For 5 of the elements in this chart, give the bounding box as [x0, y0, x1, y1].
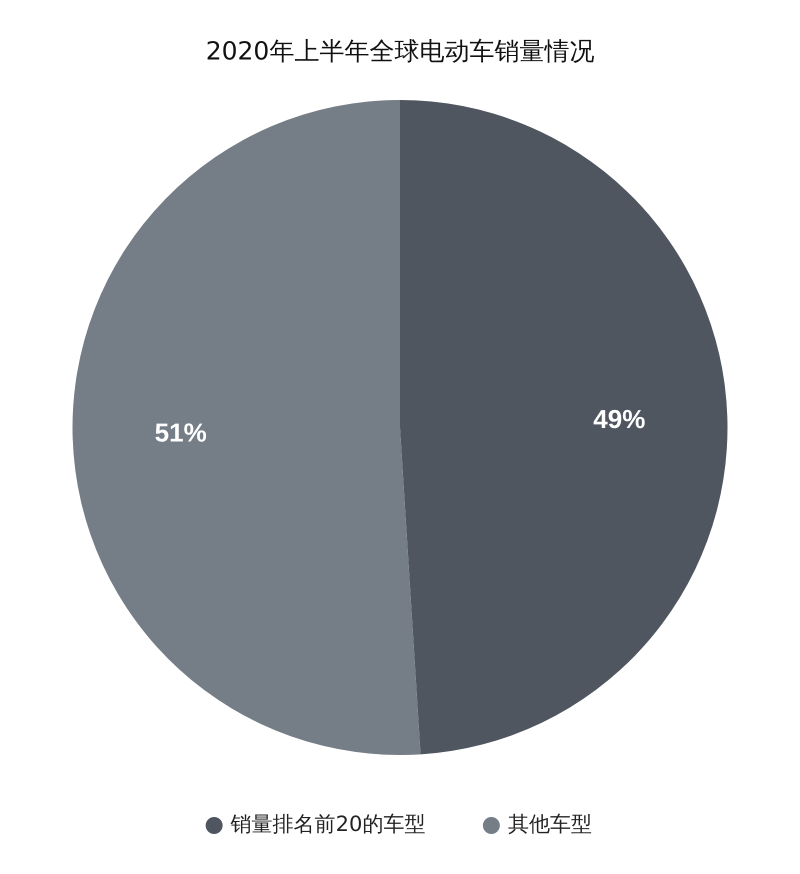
data-label: 51%	[154, 418, 207, 448]
legend-label: 销量排名前20的车型	[230, 812, 426, 836]
data-label: 49%	[593, 404, 646, 434]
chart-title: 2020年上半年全球电动车销量情况	[206, 36, 594, 66]
legend-label: 其他车型	[508, 812, 592, 836]
